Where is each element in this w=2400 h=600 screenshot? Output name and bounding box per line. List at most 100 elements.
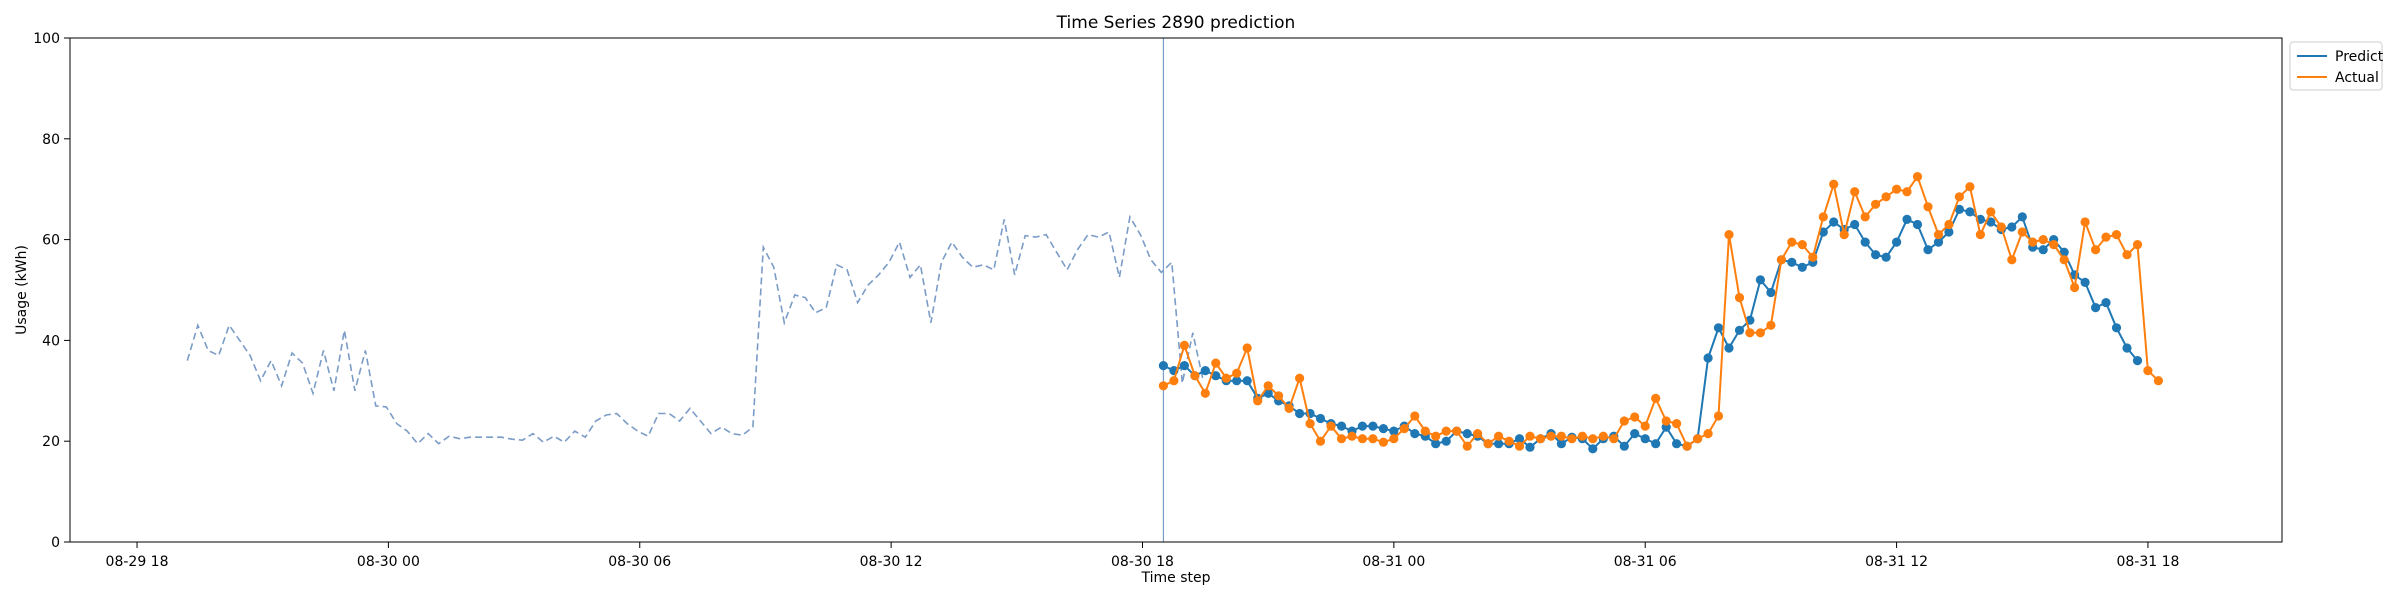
- predict-point: [1389, 426, 1399, 436]
- predict-point: [1494, 439, 1504, 449]
- actual-point: [1640, 421, 1650, 431]
- actual-point: [1693, 434, 1703, 444]
- actual-point: [1535, 434, 1546, 444]
- x-tick-label: 08-30 18: [1111, 554, 1174, 570]
- actual-point: [1253, 396, 1263, 406]
- actual-point: [1965, 182, 1975, 192]
- actual-point: [1169, 376, 1179, 386]
- legend-actual-label: Actual: [2335, 70, 2379, 86]
- actual-point: [1567, 434, 1577, 444]
- actual-point: [1315, 436, 1326, 446]
- actual-point: [1672, 419, 1682, 429]
- actual-point: [1829, 179, 1839, 189]
- actual-point: [1682, 441, 1692, 451]
- actual-point: [1483, 439, 1493, 449]
- y-tick-label: 60: [42, 233, 60, 249]
- predict-point: [1734, 325, 1745, 335]
- predict-line: [1162, 208, 2139, 451]
- actual-point: [2101, 232, 2111, 242]
- actual-point: [1745, 328, 1755, 338]
- predict-point: [1892, 237, 1902, 247]
- actual-point: [1797, 240, 1807, 250]
- predict-point: [2132, 356, 2143, 366]
- actual-point: [2091, 245, 2101, 255]
- actual-point: [1661, 416, 1671, 426]
- actual-point: [1295, 373, 1305, 383]
- actual-point: [1892, 184, 1902, 194]
- actual-point: [1734, 293, 1745, 303]
- actual-point: [1221, 373, 1231, 383]
- predict-point: [1986, 217, 1996, 227]
- predict-point: [1514, 434, 1525, 444]
- actual-markers: [1158, 172, 2163, 451]
- actual-point: [1494, 431, 1504, 441]
- actual-point: [1703, 429, 1713, 439]
- actual-point: [1200, 388, 1210, 398]
- x-tick-label: 08-31 06: [1614, 554, 1677, 570]
- actual-point: [1263, 381, 1273, 391]
- actual-point: [2132, 240, 2143, 250]
- predict-point: [1850, 219, 1860, 230]
- predict-point: [2122, 343, 2132, 353]
- actual-point: [1923, 202, 1933, 212]
- predict-point: [1766, 287, 1776, 298]
- predict-point: [1619, 441, 1629, 451]
- y-tick-label: 40: [42, 333, 60, 349]
- x-axis-label: Time step: [1141, 570, 1211, 586]
- predict-point: [2059, 247, 2069, 257]
- predict-point: [1179, 361, 1189, 371]
- actual-point: [1556, 431, 1566, 441]
- predict-point: [1263, 388, 1273, 398]
- actual-point: [1850, 187, 1860, 197]
- predict-point: [2007, 222, 2017, 232]
- predict-point: [1923, 245, 1933, 255]
- predict-point: [1336, 421, 1347, 431]
- actual-point: [1902, 187, 1912, 197]
- predict-point: [1818, 227, 1828, 237]
- predict-point: [1651, 439, 1661, 449]
- actual-point: [1588, 434, 1598, 444]
- y-tick-label: 20: [42, 434, 60, 450]
- predict-point: [1965, 207, 1975, 217]
- predict-point: [2101, 298, 2111, 308]
- predict-point: [1944, 227, 1954, 237]
- actual-point: [1954, 192, 1964, 202]
- y-tick-label: 100: [33, 31, 60, 47]
- predict-point: [1556, 439, 1566, 449]
- actual-point: [1504, 436, 1514, 446]
- actual-point: [1776, 255, 1786, 265]
- predict-point: [1211, 371, 1221, 381]
- x-tick-label: 08-30 06: [608, 554, 671, 570]
- predict-point: [1368, 421, 1378, 431]
- x-tick-label: 08-29 18: [106, 554, 169, 570]
- predict-point: [1829, 217, 1839, 227]
- actual-point: [1619, 416, 1629, 426]
- actual-point: [1514, 441, 1525, 451]
- predict-point: [1410, 429, 1420, 439]
- actual-point: [1818, 212, 1828, 222]
- predict-point: [2017, 212, 2027, 222]
- actual-point: [1630, 412, 1640, 422]
- actual-point: [1336, 434, 1347, 444]
- actual-point: [2070, 282, 2080, 293]
- actual-point: [1441, 426, 1451, 436]
- actual-point: [1274, 391, 1284, 401]
- predict-point: [1232, 376, 1242, 386]
- legend-predict-label: Predict: [2335, 49, 2384, 65]
- actual-point: [1284, 403, 1294, 413]
- predict-point: [1881, 252, 1891, 262]
- predict-point: [1588, 444, 1598, 454]
- actual-point: [1305, 419, 1315, 429]
- actual-point: [1399, 424, 1409, 434]
- actual-point: [1473, 429, 1483, 439]
- actual-point: [1839, 230, 1849, 240]
- predict-point: [2091, 303, 2101, 313]
- predict-point: [1713, 323, 1724, 333]
- actual-point: [1975, 230, 1985, 240]
- predict-point: [1378, 424, 1388, 434]
- actual-point: [1577, 431, 1587, 441]
- actual-point: [1357, 434, 1367, 444]
- predict-point: [1357, 421, 1367, 431]
